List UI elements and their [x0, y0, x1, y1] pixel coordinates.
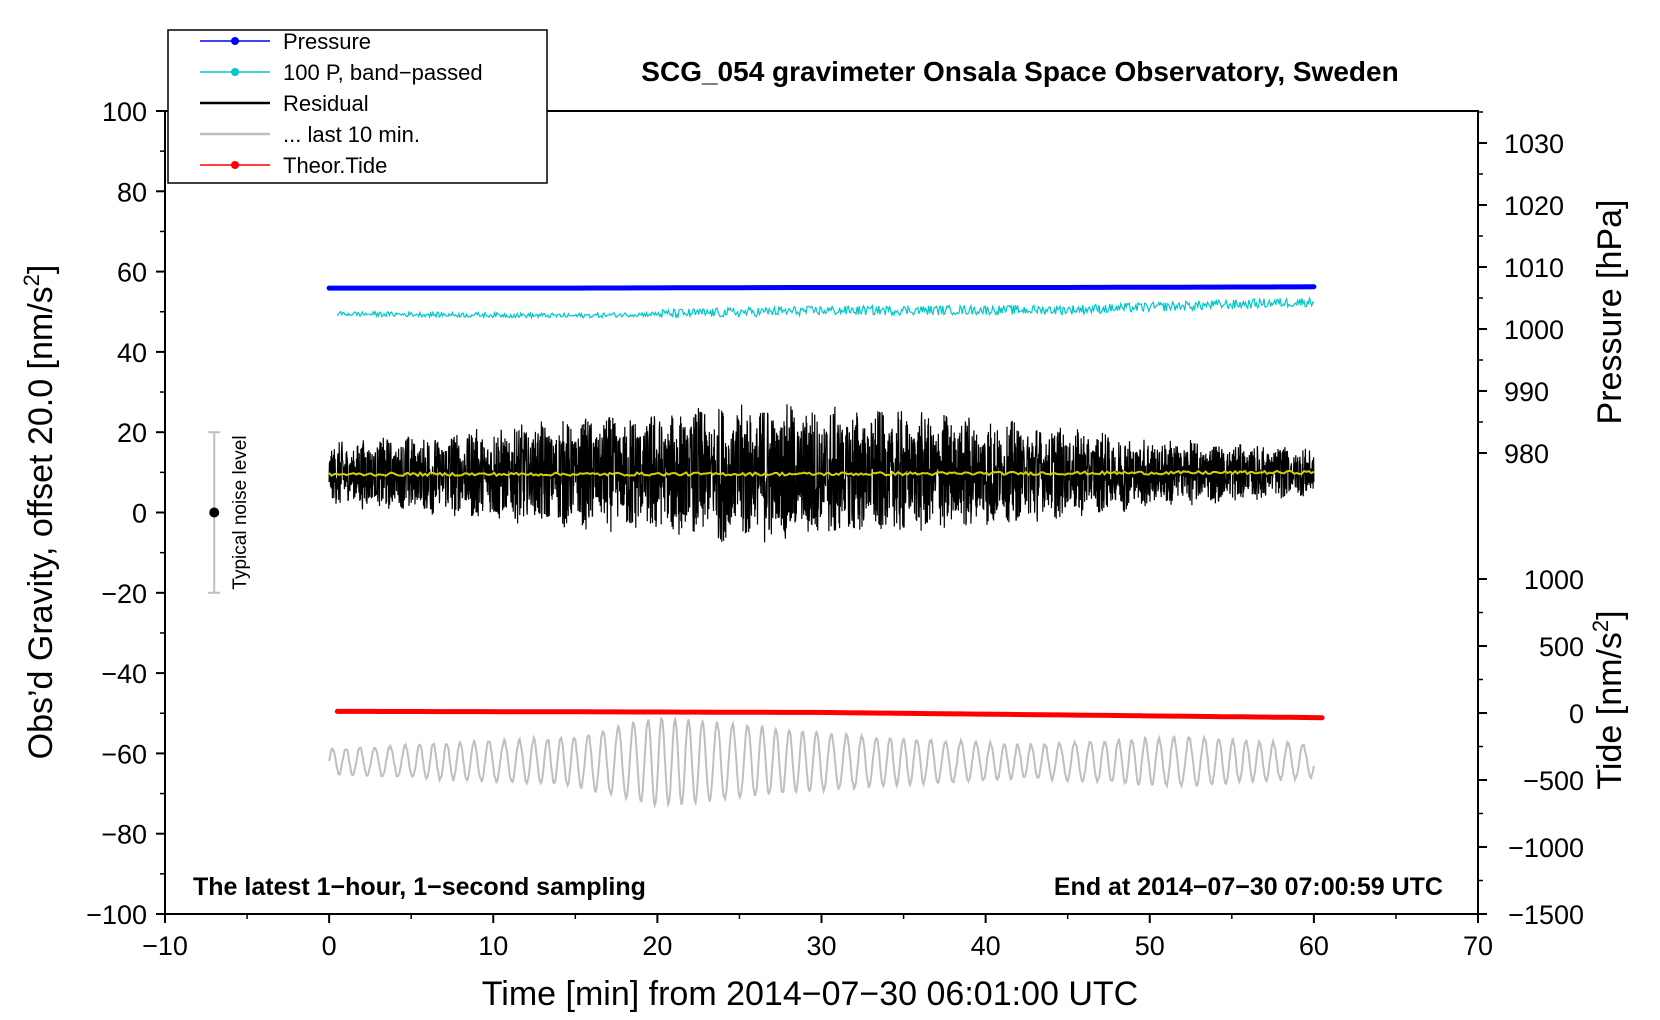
- y-tick-label: 80: [117, 177, 147, 207]
- note-left: The latest 1−hour, 1−second sampling: [193, 873, 646, 901]
- x-tick-label: 30: [806, 931, 836, 961]
- tide-tick-label: −1500: [1508, 900, 1584, 930]
- y-axis-title-tide: Tide [nm/s2]: [1588, 610, 1629, 789]
- y-tick-label: −80: [101, 820, 147, 850]
- series-theoretical-tide: [334, 708, 1325, 721]
- x-tick-label: 10: [478, 931, 508, 961]
- x-tick-label: 50: [1135, 931, 1165, 961]
- x-tick-label: 0: [322, 931, 337, 961]
- pressure-tick-label: 1020: [1504, 191, 1564, 221]
- legend-box: [167, 29, 548, 184]
- x-tick-label: 40: [971, 931, 1001, 961]
- legend-swatch-marker: [231, 68, 239, 76]
- y-axis-title-tide-end: ]: [1591, 610, 1629, 619]
- legend-swatch-marker: [231, 37, 239, 45]
- legend: Pressure 100 P, band−passed Residual ... la…: [167, 29, 548, 184]
- tide-tick-label: 0: [1569, 699, 1584, 729]
- pressure-tick-label: 1010: [1504, 253, 1564, 283]
- x-tick-label: 20: [642, 931, 672, 961]
- x-tick-label: 70: [1463, 931, 1493, 961]
- pressure-tick-label: 1000: [1504, 315, 1564, 345]
- noise-center-dot: [209, 507, 220, 518]
- y-tick-label: 20: [117, 418, 147, 448]
- noise-label: Typical noise level: [230, 435, 251, 589]
- y-tick-label: 100: [102, 97, 147, 127]
- series-residual-smoothed: [328, 469, 1315, 478]
- y-axis-title-tide-sup: 2: [1588, 620, 1613, 632]
- series-residual: [328, 404, 1315, 543]
- y-axis-title-left: Obs’d Gravity, offset 20.0 [nm/s2]: [19, 265, 60, 760]
- y-tick-label: −20: [101, 579, 147, 609]
- y-tick-label: 60: [117, 258, 147, 288]
- y-tick-label: 40: [117, 338, 147, 368]
- series-band-passed-pressure: [336, 297, 1315, 320]
- pressure-tick-label: 990: [1504, 377, 1549, 407]
- chart-title: SCG_054 gravimeter Onsala Space Observat…: [641, 56, 1398, 87]
- y-axis-title-left-end: ]: [22, 265, 60, 274]
- tide-tick-label: −500: [1523, 766, 1584, 796]
- legend-label: 100 P, band−passed: [283, 60, 483, 85]
- legend-label: Residual: [283, 91, 369, 116]
- data-series: [326, 284, 1325, 809]
- y-axis-title-left-text: Obs’d Gravity, offset 20.0 [nm/s: [22, 286, 60, 759]
- y-tick-label: −60: [101, 739, 147, 769]
- x-tick-label: 60: [1299, 931, 1329, 961]
- tide-tick-label: −1000: [1508, 833, 1584, 863]
- tide-tick-label: 1000: [1524, 565, 1584, 595]
- tide-tick-label: 500: [1539, 632, 1584, 662]
- pressure-tick-label: 980: [1504, 439, 1549, 469]
- x-tick-label: −10: [142, 931, 188, 961]
- series-last-10-min: [328, 715, 1315, 809]
- y-axis-title-left-sup: 2: [19, 274, 44, 286]
- x-axis-title: Time [min] from 2014−07−30 06:01:00 UTC: [482, 975, 1138, 1013]
- pressure-tick-label: 1030: [1504, 129, 1564, 159]
- y-axis-title-pressure: Pressure [hPa]: [1591, 200, 1629, 425]
- note-right: End at 2014−07−30 07:00:59 UTC: [1054, 873, 1443, 901]
- legend-label: ... last 10 min.: [283, 122, 420, 147]
- legend-label: Theor.Tide: [283, 153, 387, 178]
- legend-label: Pressure: [283, 29, 371, 54]
- y-tick-label: 0: [132, 499, 147, 529]
- axes: −10 0 10 20 30 40 50 60 70−100−80−60−40−20020406…: [19, 97, 1629, 1013]
- y-axis-title-tide-text: Tide [nm/s: [1591, 632, 1629, 789]
- series-pressure: [326, 284, 1317, 291]
- legend-swatch-marker: [231, 161, 239, 169]
- y-tick-label: −100: [86, 900, 147, 930]
- annotations: SCG_054 gravimeter Onsala Space Observat…: [193, 56, 1443, 901]
- y-tick-label: −40: [101, 659, 147, 689]
